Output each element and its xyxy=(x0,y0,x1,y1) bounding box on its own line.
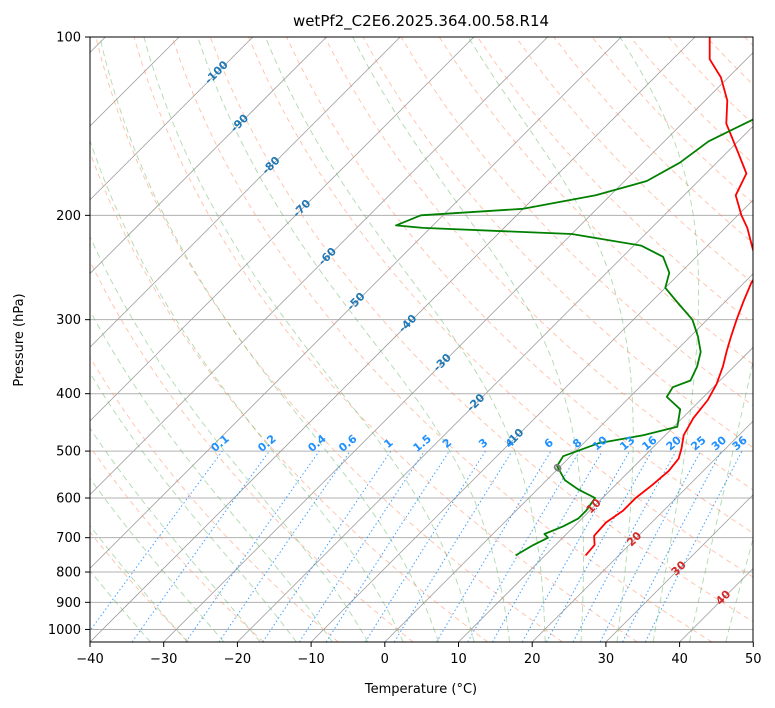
dry-adiabat-line xyxy=(171,37,713,642)
mixing-ratio-line xyxy=(644,450,743,642)
mixing-ratio-line xyxy=(521,450,631,642)
isotherm-line xyxy=(90,37,401,348)
y-tick-label: 400 xyxy=(56,387,81,402)
mixing-ratio-line xyxy=(185,450,320,642)
dry-adiabat-line xyxy=(90,151,489,642)
dry-adiabat-line xyxy=(90,260,414,642)
dry-adiabat-line xyxy=(90,356,339,642)
axes: −40 −30 −20 −10 0 10 20 30 40 50 100 200 300 400 500 60… xyxy=(48,31,762,668)
x-axis-label: Temperature (°C) xyxy=(364,682,477,697)
dry-adiabat-line xyxy=(90,445,264,642)
x-tick-label: −30 xyxy=(150,652,177,667)
isotherm-line xyxy=(458,346,753,642)
dry-adiabat-line xyxy=(248,37,753,578)
dry-adiabat-line xyxy=(400,37,753,407)
dry-adiabat-line xyxy=(133,37,638,642)
moist-adiabat-line xyxy=(688,359,753,642)
dry-adiabat-line xyxy=(362,37,753,449)
dry-adiabat-line xyxy=(209,37,753,623)
mixing-ratio-line xyxy=(325,450,450,642)
isotherm-line xyxy=(90,37,327,275)
chart-title: wetPf2_C2E6.2025.364.00.58.R14 xyxy=(293,12,549,31)
isotherm-line xyxy=(237,125,753,642)
dry-adiabat-line xyxy=(90,531,190,642)
moist-adiabat-line xyxy=(264,37,546,642)
moist-adiabat-line xyxy=(90,372,297,642)
profile-line xyxy=(584,37,753,556)
moist-adiabat-line xyxy=(143,37,475,642)
isotherm-line xyxy=(90,37,622,569)
y-tick-label: 900 xyxy=(56,596,81,611)
plot-frame xyxy=(89,36,754,643)
mixing-ratio-line xyxy=(298,450,425,642)
data-series xyxy=(395,37,753,557)
mixing-ratio-line xyxy=(131,450,270,642)
y-tick-label: 100 xyxy=(56,31,81,46)
moist-adiabat-line xyxy=(90,524,188,642)
x-tick-label: 40 xyxy=(671,652,688,667)
moist-adiabat-line xyxy=(90,427,261,642)
x-tick-label: 0 xyxy=(381,652,389,667)
x-tick-label: 20 xyxy=(524,652,541,667)
mixing-ratio-line xyxy=(393,450,513,642)
mixing-ratio-line xyxy=(90,450,223,632)
isotherm-line xyxy=(605,494,753,642)
isotherm-line xyxy=(90,37,548,496)
moist-adiabat-line xyxy=(352,37,584,642)
moist-adiabat-line xyxy=(90,235,369,642)
y-tick-label: 200 xyxy=(56,209,81,224)
moist-adiabat-line xyxy=(90,477,225,642)
moist-adiabat-line xyxy=(197,37,511,642)
profile-line xyxy=(395,118,753,557)
x-tick-label: −10 xyxy=(297,652,324,667)
y-tick-label: 1000 xyxy=(48,623,81,638)
isotherm-line xyxy=(90,37,696,642)
x-tick-label: 50 xyxy=(745,652,762,667)
mixing-ratio-line xyxy=(572,450,677,642)
isotherm-line xyxy=(531,420,753,642)
x-tick-label: 10 xyxy=(450,652,467,667)
x-tick-label: −40 xyxy=(76,652,103,667)
x-tick-label: −20 xyxy=(224,652,251,667)
y-tick-label: 600 xyxy=(56,492,81,507)
background-lines xyxy=(90,37,753,642)
mixing-ratio-line xyxy=(546,450,653,642)
mixing-ratio-line xyxy=(262,450,392,642)
x-tick-label: 30 xyxy=(598,652,615,667)
isotherm-line xyxy=(90,37,254,201)
y-tick-label: 500 xyxy=(56,445,81,460)
moist-adiabat-line xyxy=(725,537,753,642)
moist-adiabat-line xyxy=(90,309,333,642)
dry-adiabat-line xyxy=(515,37,753,284)
moist-adiabat-line xyxy=(99,37,440,642)
moist-adiabat-line xyxy=(90,570,151,642)
moist-adiabat-line xyxy=(619,37,700,642)
moist-adiabat-line xyxy=(90,139,404,642)
y-tick-label: 300 xyxy=(56,313,81,328)
y-axis-label: Pressure (hPa) xyxy=(12,293,27,386)
mixing-ratio-line xyxy=(218,450,351,642)
y-tick-label: 700 xyxy=(56,531,81,546)
isotherm-line xyxy=(163,52,753,642)
dry-adiabat-line xyxy=(95,37,563,642)
isotherm-line xyxy=(90,37,475,422)
isotherm-line xyxy=(384,273,753,642)
y-tick-label: 800 xyxy=(56,566,81,581)
